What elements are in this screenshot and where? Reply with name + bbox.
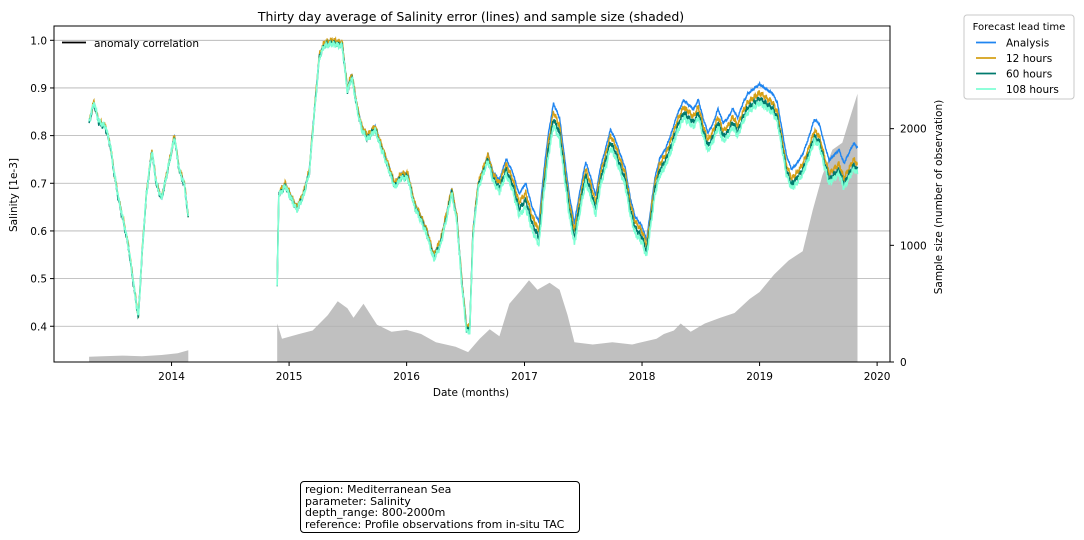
info-reference: reference: Profile observations from in-… xyxy=(305,517,565,531)
x-tick-label-3: 2017 xyxy=(511,371,538,383)
y-axis-label: Salinity [1e-3] xyxy=(8,158,20,232)
legend-label-1: 12 hours xyxy=(1006,53,1052,65)
y-tick-label-2: 0.6 xyxy=(30,226,47,238)
y-tick-label-4: 0.8 xyxy=(30,131,47,143)
inner-legend: anomaly correlation xyxy=(62,38,199,50)
x-tick-label-5: 2019 xyxy=(746,371,773,383)
series-line-segment-1 xyxy=(276,39,859,335)
sample-size-segment-0 xyxy=(89,350,189,362)
y2-axis-ticks: 0 1000 2000 xyxy=(890,124,927,369)
series-lines xyxy=(88,36,859,335)
x-tick-label-1: 2015 xyxy=(276,371,303,383)
sample-size-area xyxy=(89,93,858,362)
y-tick-label-1: 0.5 xyxy=(30,274,47,286)
info-depth-range: depth_range: 800-2000m xyxy=(305,506,446,519)
series-108-hours xyxy=(88,39,859,335)
x-tick-label-0: 2014 xyxy=(158,371,185,383)
chart-title: Thirty day average of Salinity error (li… xyxy=(257,9,684,24)
x-tick-label-6: 2020 xyxy=(864,371,891,383)
x-axis-label: Date (months) xyxy=(433,387,509,399)
y2-tick-label-0: 0 xyxy=(900,357,907,369)
legend-label-0: Analysis xyxy=(1006,38,1049,50)
outer-legend-entries: Analysis 12 hours 60 hours 108 hours xyxy=(976,38,1059,96)
y-tick-label-6: 1.0 xyxy=(30,35,47,47)
legend-label-2: 60 hours xyxy=(1006,69,1052,81)
series-line-segment-1 xyxy=(276,36,858,330)
x-tick-label-2: 2016 xyxy=(393,371,420,383)
plot-frame xyxy=(53,25,891,363)
y2-axis-label: Sample size (number of observation) xyxy=(933,100,945,294)
y-tick-label-0: 0.4 xyxy=(30,321,47,333)
outer-legend: Forecast lead time Analysis 12 hours 60 ho… xyxy=(963,14,1075,100)
outer-legend-title: Forecast lead time xyxy=(973,22,1066,33)
y-tick-label-5: 0.9 xyxy=(30,83,47,95)
series-line-segment-0 xyxy=(88,101,190,316)
outer-legend-frame xyxy=(963,14,1075,100)
x-tick-label-4: 2018 xyxy=(629,371,656,383)
series-line-segment-0 xyxy=(88,98,189,317)
info-box: region: Mediterranean Sea parameter: Sal… xyxy=(300,481,580,533)
y2-tick-label-2: 2000 xyxy=(900,124,927,136)
y-tick-label-3: 0.7 xyxy=(30,178,47,190)
inner-legend-label: anomaly correlation xyxy=(94,38,199,50)
y-axis-ticks: 0.4 0.5 0.6 0.7 0.8 0.9 1.0 xyxy=(30,35,54,333)
series-line-segment-0 xyxy=(88,97,189,319)
info-parameter: parameter: Salinity xyxy=(305,494,411,508)
info-region: region: Mediterranean Sea xyxy=(305,483,452,496)
y2-tick-label-1: 1000 xyxy=(900,240,927,252)
sample-size-segment-1 xyxy=(277,93,858,362)
x-axis-ticks: 2014 2015 2016 2017 2018 2019 2020 xyxy=(158,362,890,383)
series-60-hours xyxy=(88,39,859,333)
legend-label-3: 108 hours xyxy=(1006,84,1059,96)
